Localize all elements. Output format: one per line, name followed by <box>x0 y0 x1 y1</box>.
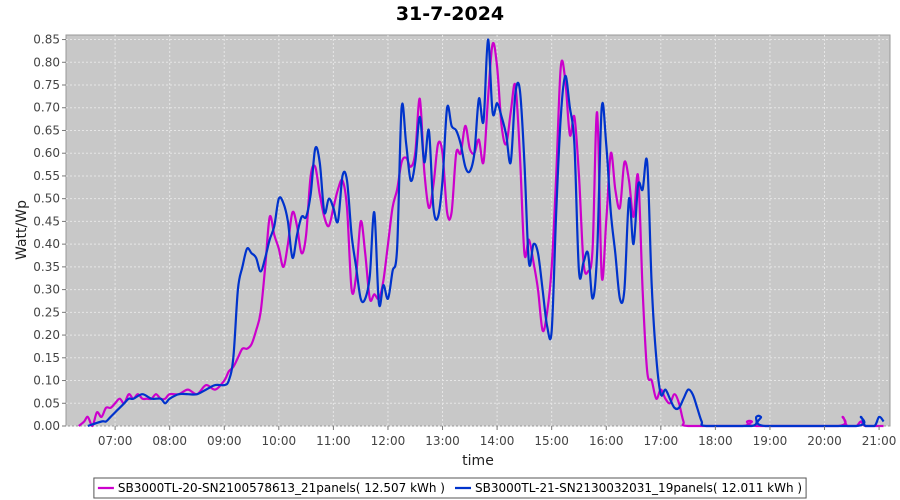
x-tick-label: 18:00 <box>698 434 733 448</box>
series-line-1 <box>77 41 884 428</box>
legend-entry-1: SB3000TL-20-SN2100578613_21panels( 12.50… <box>118 481 445 495</box>
x-tick-label: 11:00 <box>316 434 351 448</box>
y-axis-label: Watt/Wp <box>14 200 30 260</box>
x-tick-label: 17:00 <box>644 434 679 448</box>
chart-title: 31-7-2024 <box>396 3 504 25</box>
y-tick-label: 0.85 <box>33 33 60 47</box>
x-tick-label: 10:00 <box>262 434 297 448</box>
y-tick-label: 0.80 <box>33 55 60 69</box>
grid-lines <box>66 35 890 427</box>
legend: SB3000TL-20-SN2100578613_21panels( 12.50… <box>93 477 807 499</box>
x-tick-label: 08:00 <box>152 434 187 448</box>
x-tick-label: 12:00 <box>371 434 406 448</box>
y-tick-label: 0.25 <box>33 305 60 319</box>
x-tick-label: 13:00 <box>425 434 460 448</box>
y-tick-label: 0.50 <box>33 192 60 206</box>
y-tick-label: 0.75 <box>33 78 60 92</box>
x-tick-label: 19:00 <box>753 434 788 448</box>
x-tick-label: 15:00 <box>534 434 569 448</box>
y-tick-label: 0.15 <box>33 351 60 365</box>
y-tick-label: 0.00 <box>33 419 60 433</box>
x-tick-label: 21:00 <box>862 434 897 448</box>
x-tick-label: 14:00 <box>480 434 515 448</box>
y-tick-label: 0.30 <box>33 283 60 297</box>
x-axis: 07:00 08:00 09:00 10:00 11:00 12:00 13:00 14:00… <box>98 426 897 448</box>
y-tick-label: 0.05 <box>33 396 60 410</box>
x-tick-label: 20:00 <box>807 434 842 448</box>
legend-entry-2: SB3000TL-21-SN2130032031_19panels( 12.01… <box>475 481 802 495</box>
y-tick-label: 0.60 <box>33 146 60 160</box>
x-axis-label: time <box>462 453 494 469</box>
y-tick-label: 0.65 <box>33 123 60 137</box>
y-tick-label: 0.20 <box>33 328 60 342</box>
series-layer <box>77 38 885 428</box>
y-tick-label: 0.70 <box>33 101 60 115</box>
plot-area <box>65 34 891 427</box>
x-tick-label: 07:00 <box>98 434 133 448</box>
y-tick-label: 0.45 <box>33 214 60 228</box>
legend-box <box>93 477 807 499</box>
x-tick-label: 16:00 <box>589 434 624 448</box>
y-tick-label: 0.55 <box>33 169 60 183</box>
series-line-2 <box>87 38 885 428</box>
y-axis: 0.00 0.05 0.10 0.15 0.20 0.25 0.30 0.35 0.40 0.45… <box>33 33 66 433</box>
y-tick-label: 0.40 <box>33 237 60 251</box>
x-tick-label: 09:00 <box>207 434 242 448</box>
y-tick-label: 0.10 <box>33 374 60 388</box>
y-tick-label: 0.35 <box>33 260 60 274</box>
